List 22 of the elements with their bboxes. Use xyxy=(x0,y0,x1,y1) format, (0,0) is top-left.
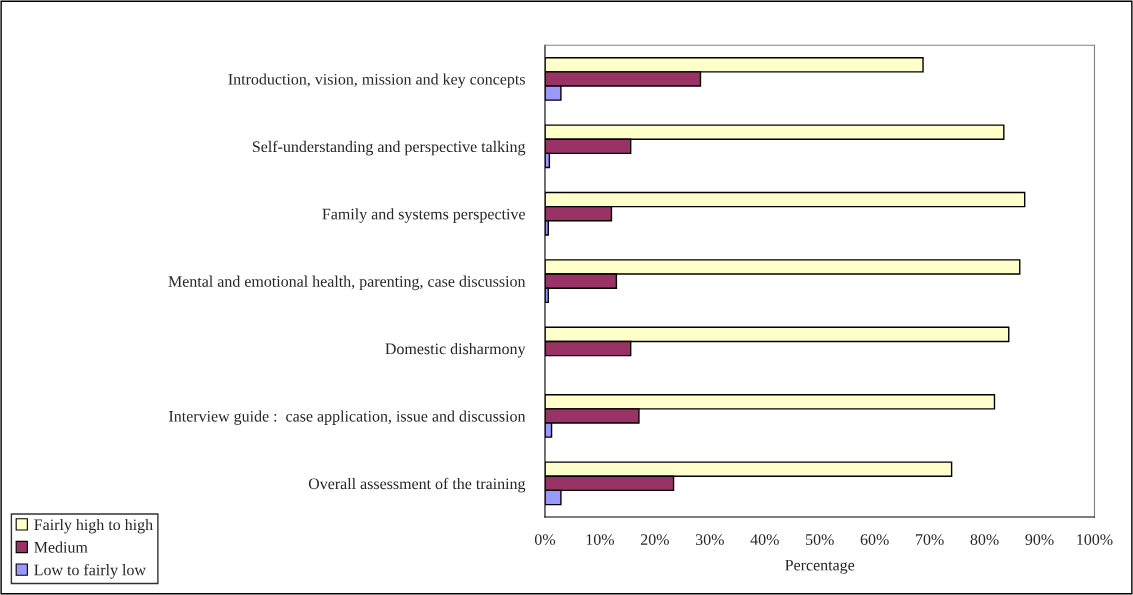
legend-label: Fairly high to high xyxy=(34,518,153,534)
x-tick-label: 30% xyxy=(695,534,724,546)
x-axis-title: Percentage xyxy=(785,559,855,574)
y-tick-label: Overall assessment of the training xyxy=(308,477,526,493)
y-tick-label: Self-understanding and perspective talking xyxy=(252,140,526,156)
legend-label: Low to fairly low xyxy=(34,563,146,579)
x-tick-label: 50% xyxy=(806,534,834,546)
x-tick-label: 40% xyxy=(750,534,779,546)
legend-label: Medium xyxy=(34,541,88,553)
x-tick-label: 80% xyxy=(970,534,999,546)
x-tick-label: 10% xyxy=(586,534,615,546)
x-tick-label: 0% xyxy=(534,534,556,546)
y-tick-label: Introduction, vision, mission and key concepts xyxy=(228,73,525,88)
x-tick-label: 100% xyxy=(1077,534,1113,546)
x-tick-label: 60% xyxy=(860,534,889,546)
y-tick-label: Domestic disharmony xyxy=(385,343,526,358)
x-tick-label: 20% xyxy=(640,534,669,546)
y-tick-label: Family and systems perspective xyxy=(322,208,525,223)
y-tick-label: Interview guide : case application, issue and discussion xyxy=(169,410,526,425)
x-tick-label: 90% xyxy=(1025,534,1054,546)
y-tick-label: Mental and emotional health, parenting, case discussion xyxy=(168,275,526,291)
x-tick-label: 70% xyxy=(916,534,944,546)
